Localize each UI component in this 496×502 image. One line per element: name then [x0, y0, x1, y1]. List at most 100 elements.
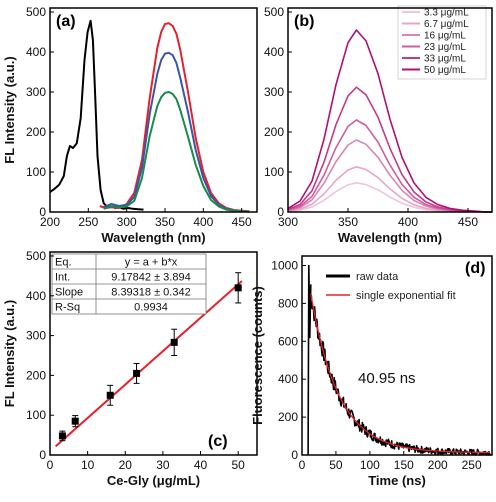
panel-d-frame: [301, 255, 493, 456]
legend-entry: 6.7 μg/mL: [424, 19, 469, 30]
x-tick-label: 200: [428, 458, 448, 472]
x-tick-label: 250: [462, 458, 482, 472]
legend-entry: 3.3 μg/mL: [424, 8, 469, 19]
series-line: [49, 19, 144, 211]
panel-label: (d): [465, 260, 485, 277]
x-axis-label: Time (ns): [368, 473, 426, 488]
y-tick-label: 600: [278, 334, 298, 348]
x-tick-label: 40: [194, 458, 208, 472]
panel-a-axes: 200 250 300 350 400 450 0 100 200 300 400 500 Wavele…: [2, 5, 252, 245]
x-tick-label: 250: [78, 215, 98, 229]
x-tick-label: 50: [329, 458, 343, 472]
x-axis-label: Ce-Gly (μg/mL): [107, 473, 200, 488]
table-value: y = a + b*x: [125, 257, 178, 269]
x-tick-label: 350: [338, 215, 358, 229]
panel-label: (a): [56, 13, 76, 30]
table-value: 8.39318 ± 0.342: [111, 287, 190, 299]
fit-line: [310, 294, 490, 454]
table-value: 0.9934: [134, 302, 168, 314]
table-key: Eq.: [55, 257, 72, 269]
panel-b-axes: 300 350 400 450 0 100 200 300 400 500 Wavelength (…: [264, 5, 478, 245]
point-marker: [58, 432, 66, 440]
x-tick-label: 400: [193, 215, 213, 229]
legend-entry: raw data: [356, 271, 399, 283]
y-tick-label: 200: [278, 410, 298, 424]
series-line: [287, 86, 492, 213]
legend-entry: 50 μg/mL: [424, 65, 466, 76]
series-line: [103, 51, 250, 213]
data-point: [170, 328, 178, 356]
x-tick-label: 300: [117, 215, 137, 229]
y-tick-label: 300: [26, 329, 46, 343]
lifetime-annotation: 40.95 ns: [358, 370, 416, 387]
y-tick-label: 100: [264, 165, 284, 179]
x-tick-label: 30: [156, 458, 170, 472]
y-axis-label: FL Intensity (a.u.): [2, 56, 17, 163]
data-point: [58, 430, 66, 442]
y-tick-label: 800: [278, 296, 298, 310]
data-point: [234, 272, 242, 304]
y-axis-label: FL Intensity (a.u.): [2, 300, 17, 407]
y-tick-label: 0: [277, 205, 284, 219]
x-tick-label: 100: [360, 458, 380, 472]
y-tick-label: 300: [264, 85, 284, 99]
legend-box: [397, 5, 487, 80]
raw-rise: [307, 264, 312, 456]
panel-a-frame: [49, 7, 258, 213]
data-point: [106, 384, 114, 406]
data-point: [71, 415, 79, 428]
y-tick-label: 500: [264, 5, 284, 19]
y-axis-label: Fluorescence (counts): [250, 286, 265, 425]
series-line: [287, 182, 492, 213]
y-tick-label: 200: [26, 368, 46, 382]
series-line: [287, 29, 492, 213]
panel-c: Eq. y = a + b*x Int. 9.17842 ± 3.894 Slope 8.…: [51, 253, 243, 450]
y-tick-label: 0: [39, 205, 46, 219]
x-tick-label: 450: [458, 215, 478, 229]
x-tick-label: 50: [232, 458, 246, 472]
y-tick-label: 1000: [271, 258, 298, 272]
y-tick-label: 0: [291, 448, 298, 462]
y-tick-label: 200: [264, 125, 284, 139]
x-tick-label: 350: [155, 215, 175, 229]
x-tick-label: 0: [47, 458, 54, 472]
data-point: [133, 362, 141, 384]
x-tick-label: 0: [299, 458, 306, 472]
legend-entry: single exponential fit: [356, 290, 456, 302]
x-tick-label: 400: [398, 215, 418, 229]
table-key: R-Sq: [55, 302, 80, 314]
legend-entry: 16 μg/mL: [424, 31, 466, 42]
point-marker: [234, 284, 242, 292]
y-tick-label: 400: [26, 289, 46, 303]
panel-d: raw data single exponential fit 40.95 ns (d…: [307, 260, 492, 456]
legend: raw data single exponential fit: [326, 271, 456, 302]
fit-table: Eq. y = a + b*x Int. 9.17842 ± 3.894 Slope 8.…: [51, 253, 207, 315]
y-tick-label: 200: [26, 125, 46, 139]
series-line: [103, 91, 250, 213]
y-tick-label: 400: [26, 45, 46, 59]
point-marker: [133, 369, 141, 377]
panel-c-frame: [49, 251, 258, 456]
y-tick-label: 100: [26, 165, 46, 179]
y-tick-label: 400: [264, 45, 284, 59]
panel-b-frame: [287, 7, 493, 213]
panel-a: (a): [49, 13, 250, 213]
y-tick-label: 500: [26, 5, 46, 19]
legend-entry: 33 μg/mL: [424, 54, 466, 65]
x-tick-label: 10: [81, 458, 95, 472]
point-marker: [170, 338, 178, 346]
table-key: Slope: [55, 287, 83, 299]
x-tick-label: 200: [40, 215, 60, 229]
x-tick-label: 150: [394, 458, 414, 472]
y-tick-label: 400: [278, 372, 298, 386]
y-tick-label: 500: [26, 249, 46, 263]
x-tick-label: 20: [119, 458, 133, 472]
y-tick-label: 100: [26, 408, 46, 422]
table-key: Int.: [55, 272, 70, 284]
raw-data-line: [310, 294, 492, 456]
point-marker: [106, 391, 114, 399]
panel-label: (c): [208, 433, 228, 450]
